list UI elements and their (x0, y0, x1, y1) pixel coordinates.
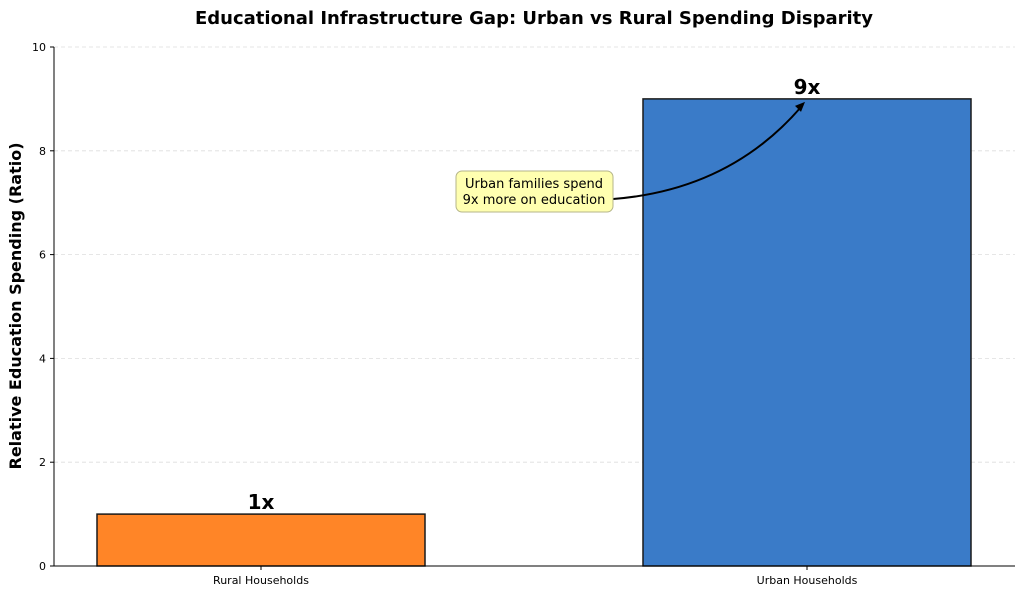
y-tick-label: 8 (39, 145, 46, 158)
annotation-box (455, 170, 614, 213)
y-tick-label: 0 (39, 560, 46, 573)
x-tick-label: Urban Households (757, 574, 858, 587)
bar (642, 98, 972, 567)
y-tick-label: 2 (39, 456, 46, 469)
bar (96, 513, 426, 567)
annotation-text: 9x more on education (463, 193, 606, 208)
chart-title: Educational Infrastructure Gap: Urban vs… (195, 8, 873, 29)
arrowhead-icon (795, 101, 805, 112)
y-tick-label: 6 (39, 249, 46, 262)
data-label: 1x (248, 490, 275, 514)
bars: 1x 9x (96, 75, 972, 567)
data-label: 9x (794, 75, 821, 99)
annotation-text: Urban families spend (465, 177, 603, 192)
y-axis-label: Relative Education Spending (Ratio) (6, 142, 25, 469)
axes: 0 2 4 6 8 10 Rural Households Urban Households (32, 41, 1015, 587)
x-tick-label: Rural Households (213, 574, 309, 587)
annotation-arrow (612, 105, 803, 200)
y-tick-label: 10 (32, 41, 46, 54)
y-tick-label: 4 (39, 352, 46, 365)
